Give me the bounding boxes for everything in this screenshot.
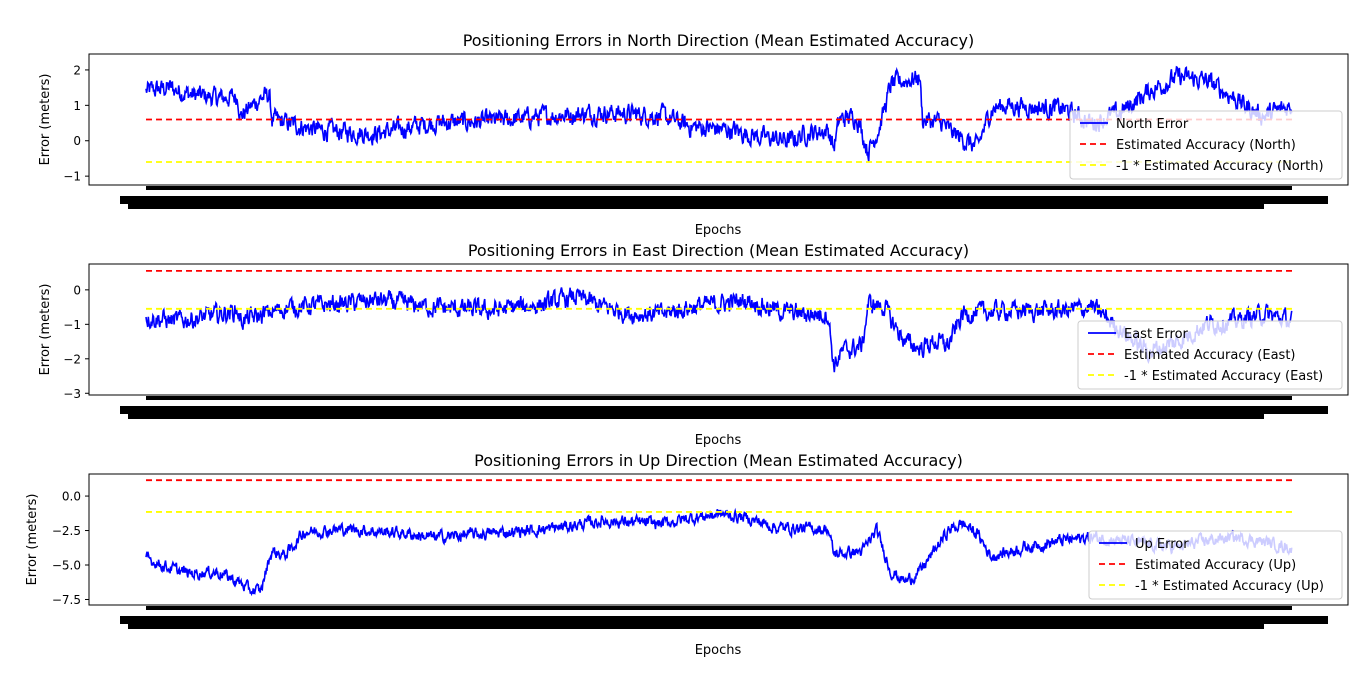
y-axis-label: Error (meters) — [25, 494, 40, 586]
y-tick-label: 0.0 — [62, 490, 81, 504]
chart-title: Positioning Errors in Up Direction (Mean… — [474, 451, 963, 470]
y-tick-label: −1 — [63, 318, 81, 332]
legend: East Error Estimated Accuracy (East) -1 * … — [1077, 320, 1343, 390]
plot-frame — [88, 473, 1349, 606]
y-tick-label: 0 — [73, 283, 81, 297]
y-axis-label: Error (meters) — [38, 74, 53, 166]
legend-label: Estimated Accuracy (East) — [1124, 348, 1295, 363]
y-tick-label: 1 — [73, 99, 81, 113]
y-tick-label: 2 — [73, 63, 81, 77]
legend: Up Error Estimated Accuracy (Up) -1 * Esti… — [1088, 530, 1343, 600]
y-tick-label: 0 — [73, 134, 81, 148]
y-tick-label: −3 — [63, 387, 81, 401]
legend-label: Up Error — [1135, 537, 1189, 552]
legend: North Error Estimated Accuracy (North) -1 … — [1069, 110, 1343, 180]
x-tick-labels — [120, 186, 1328, 209]
y-tick-label: −7.5 — [52, 593, 81, 607]
x-tick-labels — [120, 396, 1328, 419]
chart-title: Positioning Errors in North Direction (M… — [463, 31, 975, 50]
y-tick-label: −2.5 — [52, 524, 81, 538]
x-tick-labels — [120, 606, 1328, 629]
y-tick-label: −1 — [63, 170, 81, 184]
legend-label: -1 * Estimated Accuracy (Up) — [1135, 579, 1324, 594]
panel-2: Positioning Errors in Up Direction (Mean… — [25, 451, 1349, 658]
x-axis-label: Epochs — [695, 433, 742, 448]
y-tick-label: −2 — [63, 352, 81, 366]
x-axis-label: Epochs — [695, 223, 742, 238]
plot-frame — [88, 263, 1349, 396]
plot-frame — [88, 53, 1349, 186]
chart-title: Positioning Errors in East Direction (Me… — [468, 241, 969, 260]
x-axis-label: Epochs — [695, 643, 742, 658]
legend-label: East Error — [1124, 327, 1189, 342]
panel-1: Positioning Errors in East Direction (Me… — [38, 241, 1349, 448]
legend-label: -1 * Estimated Accuracy (East) — [1124, 369, 1323, 384]
y-axis-label: Error (meters) — [38, 284, 53, 376]
panel-0: Positioning Errors in North Direction (M… — [38, 31, 1349, 238]
legend-label: Estimated Accuracy (North) — [1116, 138, 1296, 153]
legend-label: -1 * Estimated Accuracy (North) — [1116, 159, 1324, 174]
y-tick-label: −5.0 — [52, 559, 81, 573]
legend-label: Estimated Accuracy (Up) — [1135, 558, 1296, 573]
legend-label: North Error — [1116, 117, 1189, 132]
